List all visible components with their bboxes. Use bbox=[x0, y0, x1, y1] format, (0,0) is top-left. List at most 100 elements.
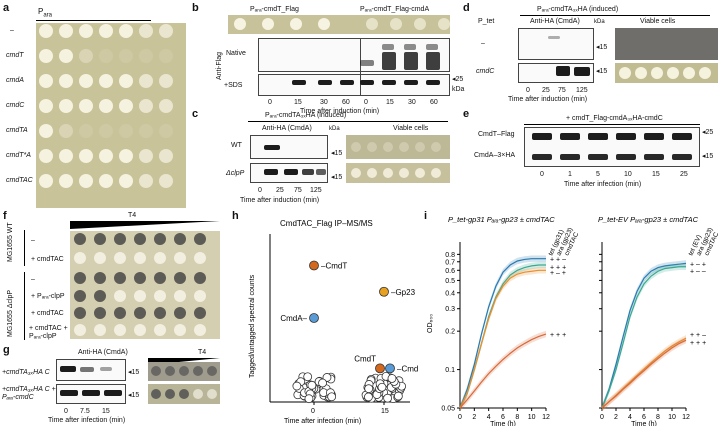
colony-spot bbox=[99, 99, 113, 113]
i-series-line bbox=[601, 266, 686, 409]
blot-band bbox=[340, 80, 354, 85]
i-y-tick-label: 0.05 bbox=[441, 406, 455, 413]
plaque-spot bbox=[94, 252, 106, 264]
f-phage: T4 bbox=[128, 212, 137, 219]
c-sub-left: Anti-HA (CmdA) bbox=[262, 125, 312, 132]
plaque-spot bbox=[193, 366, 203, 376]
colony-spot bbox=[619, 67, 631, 79]
plaque-spot bbox=[114, 272, 126, 284]
i-ylabel: OD₆₀₀ bbox=[427, 314, 434, 333]
colony-spot bbox=[79, 49, 93, 63]
blot-band bbox=[616, 154, 636, 160]
panel-letter-e: e bbox=[463, 108, 470, 120]
i-series-band bbox=[460, 255, 546, 412]
f-bracket bbox=[24, 230, 25, 266]
e-blot bbox=[524, 127, 700, 167]
colony-spot bbox=[39, 24, 53, 38]
c-tick: 125 bbox=[310, 187, 322, 194]
colony-spot bbox=[139, 49, 153, 63]
b-tick: 15 bbox=[294, 99, 302, 106]
colony-spot bbox=[390, 18, 402, 30]
d-tick: 125 bbox=[576, 87, 588, 94]
h-data-point bbox=[375, 363, 385, 374]
plaque-spot bbox=[194, 272, 206, 284]
plaque-spot bbox=[207, 389, 217, 399]
colony-spot bbox=[159, 174, 173, 188]
i-y-tick-label: 0.3 bbox=[445, 306, 455, 313]
blot-band bbox=[672, 133, 692, 140]
colony-spot bbox=[318, 18, 330, 30]
f-strain-clpp: MG1655 ΔclpP bbox=[7, 289, 14, 337]
colony-spot bbox=[159, 99, 173, 113]
colony-spot bbox=[159, 24, 173, 38]
b-row-sds: +SDS bbox=[224, 82, 243, 89]
colony-spot bbox=[119, 24, 133, 38]
c-band bbox=[302, 169, 314, 175]
plaque-spot bbox=[154, 290, 166, 302]
f-dilution-wedge bbox=[70, 221, 220, 229]
plaque-spot bbox=[94, 324, 106, 336]
plaque-spot bbox=[134, 233, 146, 245]
plaque-spot bbox=[114, 290, 126, 302]
i-series-band bbox=[602, 335, 686, 412]
c-plate-wt bbox=[346, 135, 450, 159]
i-y-tick-label: 0.6 bbox=[445, 268, 455, 275]
c-tick: 25 bbox=[276, 187, 284, 194]
plaque-spot bbox=[134, 290, 146, 302]
i-legend-row: + + + bbox=[550, 332, 566, 339]
f-strain-wt: MG1655 WT bbox=[7, 222, 14, 262]
plaque-spot bbox=[114, 233, 126, 245]
h-data-point bbox=[383, 393, 393, 403]
colony-spot bbox=[119, 99, 133, 113]
colony-spot bbox=[399, 168, 409, 178]
b-tick: 30 bbox=[320, 99, 328, 106]
f-row: + cmdTAC bbox=[31, 310, 64, 317]
d-title-rule bbox=[520, 15, 710, 16]
h-data-point bbox=[309, 313, 319, 323]
d-band bbox=[574, 67, 590, 76]
colony-spot bbox=[39, 174, 53, 188]
colony-spot bbox=[415, 142, 425, 152]
colony-spot bbox=[119, 149, 133, 163]
a-row-label: cmdT bbox=[6, 52, 24, 59]
h-x-tick-label: 0 bbox=[311, 408, 315, 415]
plaque-spot bbox=[74, 307, 86, 319]
e-mark-top: ◂25 bbox=[702, 129, 714, 136]
i-x-tick-label: 10 bbox=[668, 414, 676, 421]
i-series-line bbox=[601, 337, 687, 409]
i-legend-row: + + – bbox=[690, 332, 706, 339]
colony-spot bbox=[99, 74, 113, 88]
plaque-spot bbox=[74, 290, 86, 302]
i-x-tick-label: 6 bbox=[501, 414, 505, 421]
colony-spot bbox=[383, 168, 393, 178]
c-title: Pₐᵣₐ-cmdTA₃ₓHA (induced) bbox=[265, 112, 347, 119]
colony-spot bbox=[99, 149, 113, 163]
colony-spot bbox=[99, 24, 113, 38]
d-tick: 75 bbox=[558, 87, 566, 94]
f-row: + cmdTAC bbox=[31, 256, 64, 263]
c-row-wt: WT bbox=[231, 142, 242, 149]
colony-spot bbox=[139, 74, 153, 88]
a-row-label: cmdTA bbox=[6, 127, 28, 134]
h-data-point bbox=[327, 392, 337, 402]
h-data-point bbox=[385, 363, 395, 374]
h-x-tick-label: 15 bbox=[381, 408, 389, 415]
blot-band bbox=[404, 44, 416, 50]
i-x-tick-label: 2 bbox=[472, 414, 476, 421]
plaque-spot bbox=[174, 324, 186, 336]
blot-band bbox=[404, 52, 418, 70]
colony-spot bbox=[262, 18, 274, 30]
g-tick: 7.5 bbox=[80, 408, 90, 415]
g-tick: 0 bbox=[64, 408, 68, 415]
plaque-spot bbox=[194, 233, 206, 245]
d-sub-right: Viable cells bbox=[640, 18, 676, 25]
h-data-point bbox=[318, 378, 327, 388]
plaque-spot bbox=[194, 307, 206, 319]
colony-spot bbox=[39, 49, 53, 63]
colony-spot bbox=[59, 24, 73, 38]
d-kda: kDa bbox=[594, 19, 605, 25]
i-series-band bbox=[602, 336, 686, 412]
i-x-tick-label: 8 bbox=[656, 414, 660, 421]
d-blot-empty bbox=[518, 28, 594, 60]
e-title: + cmdT_Flag-cmdA₃ₓHA-cmdC bbox=[566, 115, 663, 122]
